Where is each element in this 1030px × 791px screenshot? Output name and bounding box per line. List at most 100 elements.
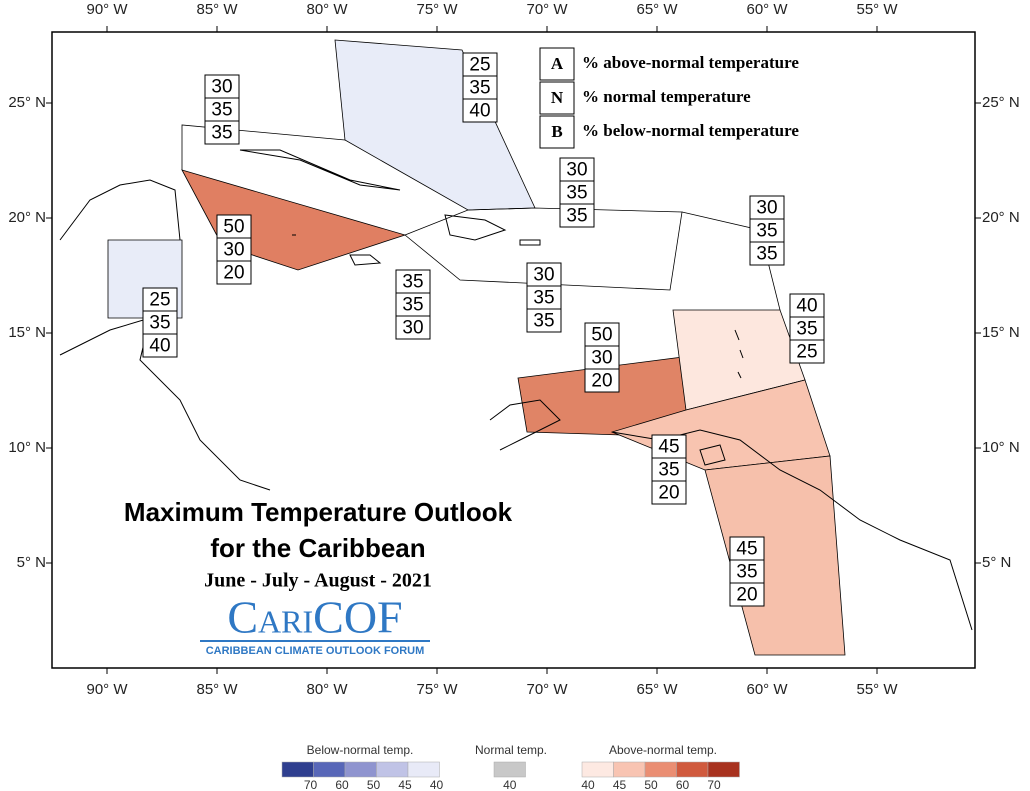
lon-label: 90° W: [86, 1, 128, 18]
lon-label: 60° W: [746, 1, 788, 18]
logo-tagline: CARIBBEAN CLIMATE OUTLOOK FORUM: [206, 645, 425, 657]
key-letter: B: [551, 122, 562, 141]
lat-label: 10° N: [8, 439, 46, 456]
prob-value: 35: [402, 295, 423, 316]
legend-label: 45: [613, 778, 627, 791]
prob-value: 45: [736, 539, 757, 560]
prob-value: 20: [591, 371, 612, 392]
region-cuba: [181, 124, 346, 170]
prob-value: 40: [796, 296, 817, 317]
prob-value: 25: [149, 290, 170, 311]
prob-cell: [789, 339, 825, 364]
legend-swatch: [676, 761, 709, 778]
legend-swatch: [707, 761, 740, 778]
legend-label: 50: [367, 778, 381, 791]
prob-value: 50: [591, 325, 612, 346]
prob-value: 30: [591, 348, 612, 369]
legend-label: 70: [304, 778, 318, 791]
legend-swatch: [281, 761, 314, 778]
lat-label: 15° N: [8, 324, 46, 341]
prob-value: 25: [796, 342, 817, 363]
prob-cell: [462, 98, 498, 123]
prob-cell: [729, 582, 765, 607]
key-box: [539, 47, 575, 81]
prob-value: 30: [566, 160, 587, 181]
legend-swatch: [407, 761, 440, 778]
legend-swatch: [493, 761, 526, 778]
prob-value: 35: [533, 311, 554, 332]
legend-swatch: [313, 761, 346, 778]
legend-swatch: [376, 761, 409, 778]
legend-label: 40: [503, 778, 517, 791]
lat-label: 5° N: [982, 554, 1011, 571]
prob-value: 40: [469, 101, 490, 122]
legend-label: 70: [707, 778, 721, 791]
prob-cell: [204, 120, 240, 145]
lat-label: 5° N: [17, 554, 46, 571]
legend-swatch: [344, 761, 377, 778]
prob-value: 35: [211, 123, 232, 144]
prob-value: 35: [796, 319, 817, 340]
lon-label: 85° W: [196, 681, 238, 698]
key-box: [539, 81, 575, 115]
lon-label: 55° W: [856, 681, 898, 698]
prob-value: 35: [469, 78, 490, 99]
lon-label: 60° W: [746, 681, 788, 698]
lon-label: 85° W: [196, 1, 238, 18]
prob-value: 35: [402, 272, 423, 293]
prob-value: 30: [223, 240, 244, 261]
legend-label: 40: [430, 778, 444, 791]
legend-swatch: [644, 761, 677, 778]
legend-label: 45: [398, 778, 412, 791]
key-box: [539, 115, 575, 149]
legend-title: Below-normal temp.: [307, 743, 414, 757]
key-text: % below-normal temperature: [582, 121, 799, 140]
prob-cell: [395, 315, 431, 340]
legend-title: Normal temp.: [475, 743, 547, 757]
lon-label: 70° W: [526, 681, 568, 698]
lon-label: 65° W: [636, 1, 678, 18]
prob-value: 35: [658, 460, 679, 481]
prob-value: 35: [736, 562, 757, 583]
logo-rule: [200, 640, 430, 642]
prob-value: 30: [533, 265, 554, 286]
prob-value: 30: [211, 77, 232, 98]
subtitle: June - July - August - 2021: [204, 570, 432, 592]
lon-label: 80° W: [306, 681, 348, 698]
title-line2: for the Caribbean: [210, 533, 425, 563]
prob-cell: [526, 308, 562, 333]
prob-value: 20: [223, 263, 244, 284]
logo: CariCOF: [227, 592, 402, 643]
lat-label: 25° N: [8, 94, 46, 111]
prob-cell: [749, 241, 785, 266]
prob-cell: [651, 480, 687, 505]
prob-cell: [584, 368, 620, 393]
prob-cell: [216, 260, 252, 285]
legend-swatch: [613, 761, 646, 778]
lon-label: 90° W: [86, 681, 128, 698]
legend-label: 40: [581, 778, 595, 791]
legend-label: 60: [676, 778, 690, 791]
lat-label: 15° N: [982, 324, 1020, 341]
prob-value: 25: [469, 55, 490, 76]
legend-title: Above-normal temp.: [609, 743, 717, 757]
prob-value: 20: [736, 585, 757, 606]
prob-cell: [559, 203, 595, 228]
lon-label: 75° W: [416, 681, 458, 698]
prob-value: 20: [658, 483, 679, 504]
prob-value: 35: [533, 288, 554, 309]
prob-value: 30: [756, 198, 777, 219]
lat-label: 10° N: [982, 439, 1020, 456]
prob-value: 45: [658, 437, 679, 458]
prob-value: 30: [402, 318, 423, 339]
lon-label: 80° W: [306, 1, 348, 18]
lat-label: 20° N: [8, 209, 46, 226]
lon-label: 70° W: [526, 1, 568, 18]
prob-value: 35: [566, 206, 587, 227]
lon-label: 65° W: [636, 681, 678, 698]
prob-value: 35: [756, 244, 777, 265]
lat-label: 20° N: [982, 209, 1020, 226]
legend-swatch: [581, 761, 614, 778]
coastlines: [59, 149, 973, 631]
